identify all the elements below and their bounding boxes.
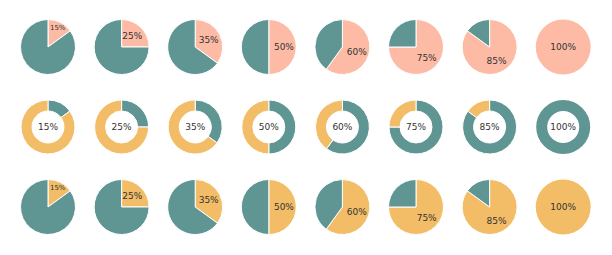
donut-segment (468, 100, 490, 118)
pie-slice (241, 180, 268, 235)
pie-slice (536, 20, 591, 75)
pie-slice (315, 180, 343, 230)
data-label: 75% (417, 213, 437, 223)
donut-segment (542, 106, 585, 149)
data-label: 25% (112, 122, 132, 132)
chart-row (20, 180, 590, 235)
data-label: 85% (486, 216, 506, 226)
pie-slice (94, 180, 149, 235)
pie-slice (168, 20, 218, 75)
pie-slice (122, 20, 150, 48)
data-label: 35% (199, 35, 219, 45)
donut-segment (168, 100, 217, 154)
pie-slice (269, 180, 296, 235)
pie-slice (462, 20, 517, 75)
pie-slice (467, 180, 489, 208)
data-label: 35% (199, 195, 219, 205)
data-label: 15% (38, 122, 58, 132)
data-label: 85% (480, 122, 500, 132)
data-label: 60% (347, 207, 367, 217)
data-label: 50% (274, 202, 294, 212)
data-label: 60% (347, 47, 367, 57)
pie-slice (269, 20, 296, 75)
donut-segment (95, 100, 149, 154)
data-label: 100% (550, 122, 576, 132)
pie-slice (168, 180, 218, 235)
data-label: 35% (185, 122, 205, 132)
pie-slice (20, 20, 75, 75)
chart-row (21, 100, 585, 154)
pie-slice (389, 180, 444, 235)
donut-segment (463, 100, 517, 154)
chart-canvas: 15% 25% 35% 50% 60% 75% 85% 100% 15% 25% 35% 50% 60%… (0, 0, 612, 255)
donut-segment (389, 100, 443, 154)
data-label: 75% (406, 122, 426, 132)
pie-slice (462, 180, 517, 235)
pie-slice (122, 180, 150, 208)
data-label: 100% (550, 202, 576, 212)
data-label: 50% (259, 122, 279, 132)
donut-segment (21, 100, 75, 154)
pie-slice (389, 180, 417, 208)
pie-slice (536, 180, 591, 235)
data-label: 60% (332, 122, 352, 132)
data-label: 15% (50, 184, 66, 192)
data-label: 15% (50, 24, 66, 32)
data-label: 50% (274, 42, 294, 52)
pie-slice (241, 20, 268, 75)
data-label: 75% (417, 53, 437, 63)
pie-slice (94, 20, 149, 75)
pie-slice (389, 20, 417, 48)
pie-slice (315, 20, 343, 70)
pie-slice (467, 20, 489, 48)
data-label: 25% (122, 31, 142, 41)
pie-slice (20, 180, 75, 235)
pie-slice (389, 20, 444, 75)
data-label: 85% (486, 56, 506, 66)
chart-row (20, 20, 590, 75)
data-label: 25% (122, 191, 142, 201)
data-label: 100% (550, 42, 576, 52)
